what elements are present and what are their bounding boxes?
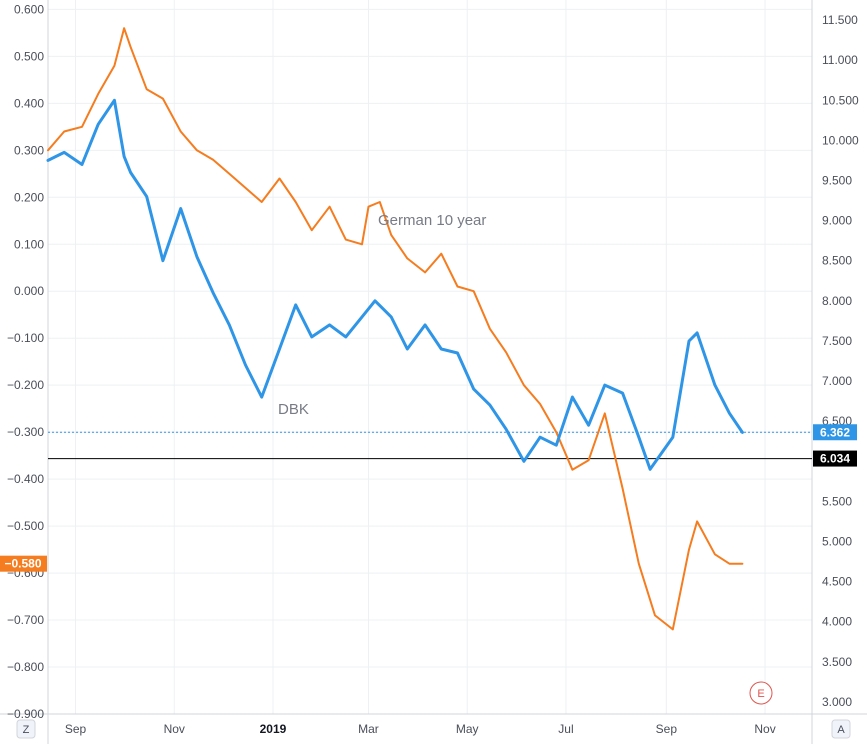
right-axis-tick-label: 10.000 [822, 133, 859, 147]
right-axis-tick-label: 3.500 [822, 655, 852, 669]
left-axis-tick-label: 0.000 [14, 284, 44, 298]
axis-ticks: 0.600 0.500 0.400 0.300 0.200 0.100 0.000 −0.10… [7, 2, 859, 736]
event-marker-circle [749, 681, 773, 705]
event-marker[interactable]: E [749, 681, 773, 705]
price-badge [813, 424, 857, 441]
series-annotation: German 10 year [378, 212, 486, 229]
left-axis-tick-label: −0.200 [7, 378, 44, 392]
x-axis-tick-label: Jul [558, 722, 573, 736]
zoom-button-bg [16, 719, 36, 739]
left-price-badge-label: −0.580 [4, 557, 41, 571]
x-axis-tick-label: Nov [164, 722, 185, 736]
chart-controls[interactable]: Z A E [16, 681, 851, 739]
series-lines [46, 27, 744, 631]
right-axis-tick-label: 4.500 [822, 575, 852, 589]
right-axis-tick-label: 5.000 [822, 535, 852, 549]
left-axis-tick-label: −0.300 [7, 425, 44, 439]
right-axis-tick-label: 10.500 [822, 93, 859, 107]
price-badge [813, 450, 857, 467]
right-axis-tick-label: 9.500 [822, 174, 852, 188]
left-price-badge [0, 555, 47, 572]
right-axis-tick-label: 3.000 [822, 695, 852, 709]
right-axis-tick-label: 8.000 [822, 294, 852, 308]
horizontal-lines [48, 431, 812, 460]
event-marker-label: E [757, 688, 764, 700]
left-axis-tick-label: −0.800 [7, 660, 44, 674]
series-annotations: German 10 year DBK [278, 212, 486, 418]
left-axis-tick-label: 0.200 [14, 190, 44, 204]
right-axis-tick-label: 7.000 [822, 374, 852, 388]
x-axis-tick-label: Mar [358, 722, 379, 736]
price-badge-label: 6.362 [820, 425, 850, 439]
x-axis-tick-label: Sep [656, 722, 678, 736]
x-axis-tick-label: Sep [65, 722, 87, 736]
series-annotation: DBK [278, 401, 309, 418]
zoom-button[interactable]: Z [16, 719, 36, 739]
right-axis-tick-label: 8.500 [822, 254, 852, 268]
left-axis-tick-label: 0.100 [14, 237, 44, 251]
auto-scale-button-label: A [837, 724, 845, 736]
x-axis-tick-label: May [456, 722, 479, 736]
left-axis-tick-label: −0.100 [7, 331, 44, 345]
series-line-dbk [46, 98, 744, 471]
x-axis-tick-label: 2019 [260, 722, 287, 736]
right-axis-tick-label: 4.000 [822, 615, 852, 629]
left-axis-tick-label: 0.500 [14, 49, 44, 63]
right-axis-tick-label: 9.000 [822, 214, 852, 228]
left-axis-tick-label: −0.900 [7, 707, 44, 721]
right-axis-tick-label: 11.000 [822, 53, 858, 67]
right-axis-tick-label: 11.500 [822, 13, 858, 27]
series-line-german-10-year [47, 27, 744, 631]
left-axis-tick-label: −0.400 [7, 472, 44, 486]
price-badges: 6.362 6.034 −0.580 [0, 424, 857, 572]
right-axis-tick-label: 7.500 [822, 334, 852, 348]
auto-scale-button[interactable]: A [831, 719, 851, 739]
right-axis-tick-label: 5.500 [822, 494, 852, 508]
left-axis-tick-label: −0.700 [7, 613, 44, 627]
auto-scale-button-bg [831, 719, 851, 739]
zoom-button-label: Z [23, 724, 30, 736]
left-axis-tick-label: 0.400 [14, 96, 44, 110]
left-axis-tick-label: −0.500 [7, 519, 44, 533]
price-badge-label: 6.034 [820, 452, 850, 466]
left-axis-tick-label: 0.600 [14, 2, 44, 16]
left-axis-tick-label: 0.300 [14, 143, 44, 157]
x-axis-tick-label: Nov [754, 722, 775, 736]
